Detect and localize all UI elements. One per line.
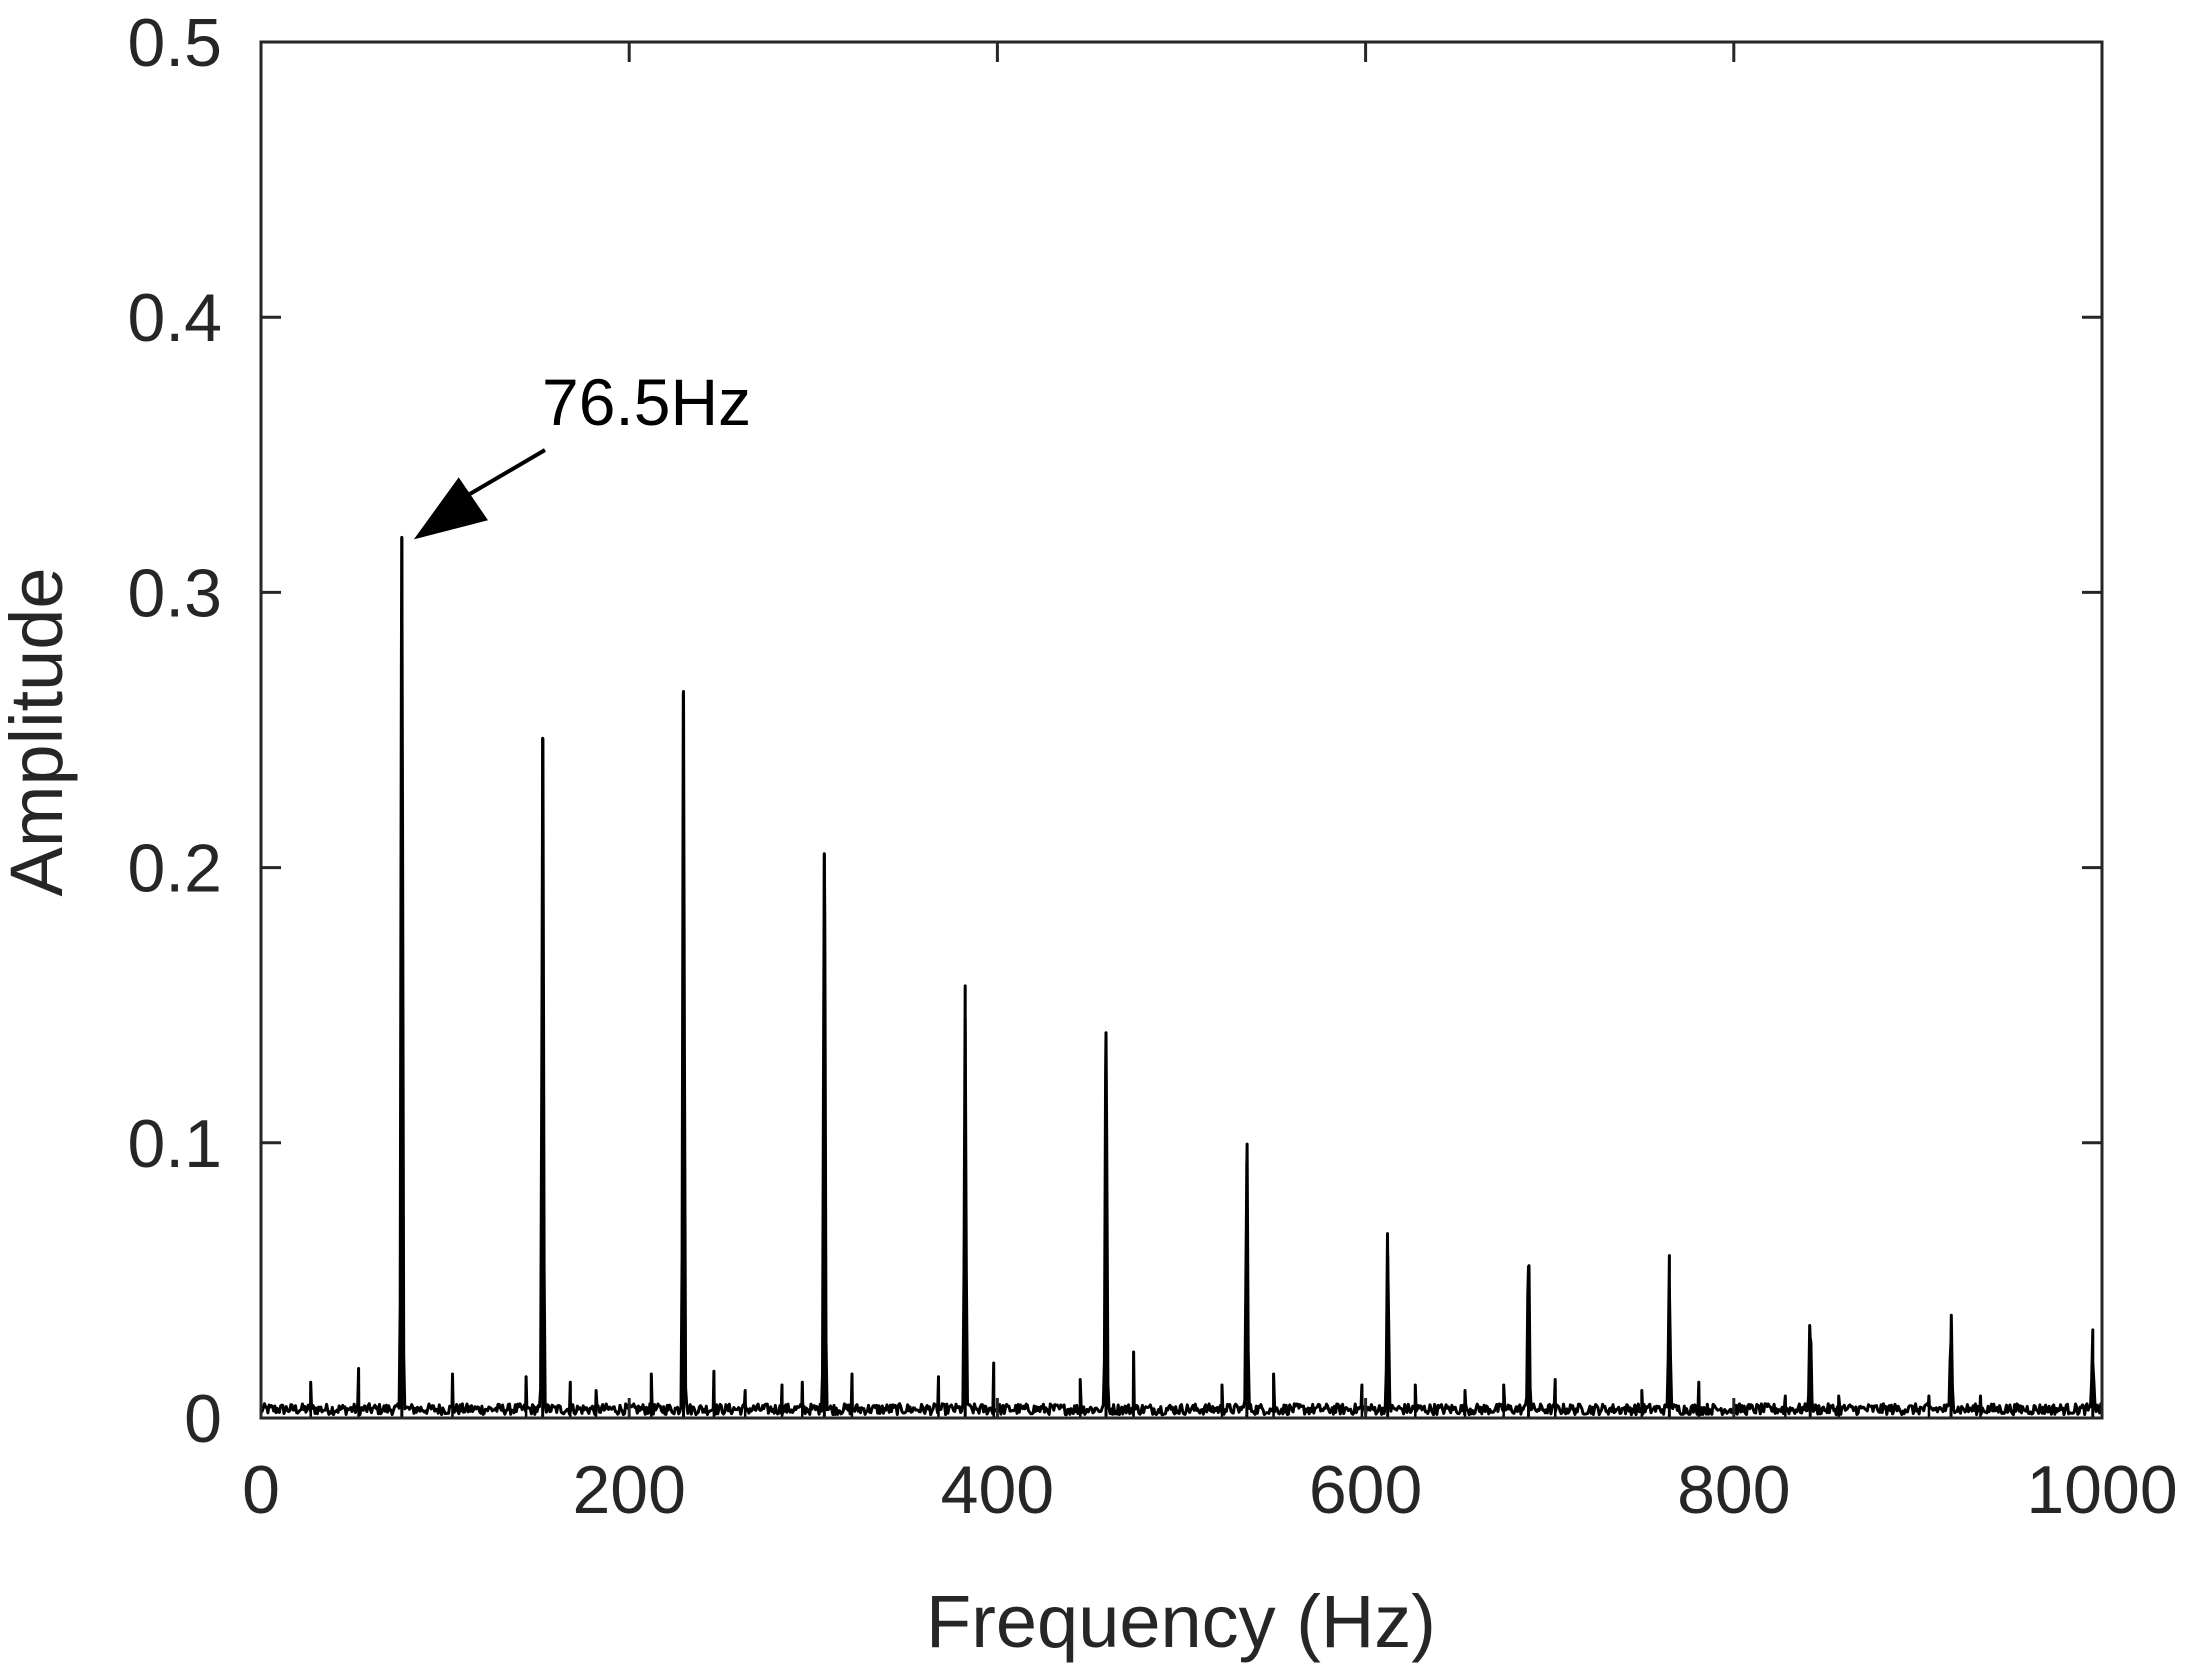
y-tick-label: 0.3 [127,555,222,631]
annotation-label: 76.5Hz [542,365,751,439]
x-tick-label: 0 [242,1452,280,1528]
x-tick-label: 1000 [2026,1452,2177,1528]
y-tick-label: 0.2 [127,831,222,907]
axes: 0 200 400 600 800 1000 0 0.1 0.2 0.3 0.4 0.5 [127,5,2177,1528]
annotation-arrowhead [413,477,488,540]
y-tick-label: 0.4 [127,280,222,356]
spectrum-line [259,535,2104,1417]
y-tick-label: 0 [184,1381,222,1457]
x-tick-label: 400 [941,1452,1054,1528]
axes-box [259,40,2104,1420]
x-tick-label: 800 [1677,1452,1790,1528]
x-axis-label: Frequency (Hz) [926,1580,1436,1663]
y-tick-label: 0.1 [127,1106,222,1182]
y-axis-label: Amplitude [0,567,78,896]
x-tick-label: 200 [572,1452,685,1528]
y-tick-label: 0.5 [127,5,222,81]
x-tick-label: 600 [1309,1452,1422,1528]
plot-area [259,535,2104,1418]
annotations: 76.5Hz [413,365,751,540]
